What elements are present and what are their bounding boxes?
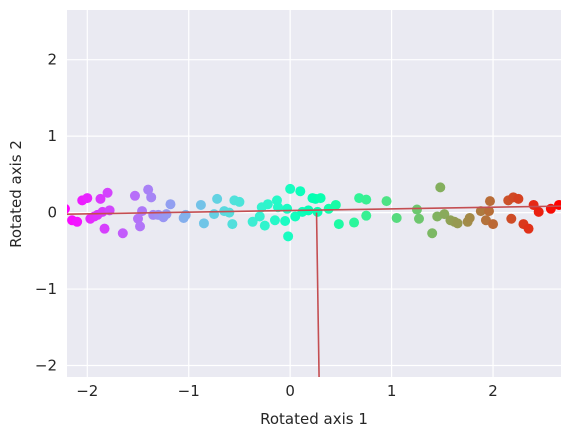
data-point: [234, 196, 245, 207]
data-point: [280, 216, 291, 227]
data-point: [528, 199, 539, 210]
x-tick-label: −2: [76, 382, 98, 400]
data-point: [67, 204, 70, 214]
data-point: [165, 199, 176, 210]
y-tick-label: −1: [35, 280, 57, 298]
x-tick-label: 0: [285, 382, 295, 400]
tick-labels: −2 −1 0 1 2 −2 −1 0 1 2: [35, 51, 498, 400]
data-point: [212, 193, 223, 204]
data-point: [295, 186, 306, 197]
data-point: [413, 213, 424, 224]
data-point: [523, 223, 534, 234]
data-point: [506, 213, 517, 224]
data-point: [464, 212, 475, 223]
data-point: [290, 211, 301, 222]
data-point: [361, 194, 372, 205]
data-point: [135, 221, 146, 232]
y-tick-label: 2: [47, 51, 57, 69]
data-point: [553, 199, 561, 210]
data-points: [67, 182, 561, 242]
y-tick-label: 1: [47, 127, 57, 145]
data-point: [247, 216, 258, 227]
fit-line-vertical: [315, 212, 320, 377]
data-point: [259, 220, 270, 231]
data-point: [195, 199, 206, 210]
data-point: [262, 199, 273, 210]
data-point: [391, 212, 402, 223]
data-point: [282, 203, 293, 214]
data-point: [269, 215, 280, 226]
data-point: [312, 206, 323, 217]
data-point: [143, 184, 154, 195]
data-point: [198, 218, 209, 229]
data-point: [224, 207, 235, 218]
x-axis-label: Rotated axis 1: [260, 410, 368, 428]
data-point: [227, 219, 238, 230]
data-point: [102, 187, 113, 198]
data-point: [381, 196, 392, 207]
data-point: [533, 206, 544, 217]
data-point: [146, 192, 157, 203]
x-tick-label: 1: [387, 382, 397, 400]
data-point: [452, 218, 463, 229]
data-point: [95, 193, 106, 204]
data-point: [315, 193, 326, 204]
data-point: [439, 209, 450, 220]
data-point: [483, 206, 494, 217]
data-point: [435, 182, 446, 193]
data-point: [285, 183, 296, 194]
data-point: [82, 193, 93, 204]
data-point: [333, 219, 344, 230]
x-tick-label: 2: [488, 382, 498, 400]
data-point: [283, 231, 294, 242]
data-point: [161, 209, 172, 220]
fit-line-horizontal: [67, 205, 561, 215]
y-axis-label: Rotated axis 2: [7, 140, 25, 248]
data-point: [411, 204, 422, 215]
data-point: [475, 206, 486, 217]
data-point: [513, 193, 524, 204]
data-point: [129, 190, 140, 201]
data-point: [117, 228, 128, 239]
data-point: [209, 209, 220, 220]
y-tick-label: 0: [47, 204, 57, 222]
data-point: [349, 217, 360, 228]
overlay-lines: [67, 205, 561, 377]
data-point: [254, 211, 265, 222]
data-point: [272, 202, 283, 213]
data-point: [330, 199, 341, 210]
x-tick-label: −1: [178, 382, 200, 400]
data-point: [361, 210, 372, 221]
data-point: [137, 206, 148, 217]
y-tick-label: −2: [35, 357, 57, 375]
data-point: [99, 223, 110, 234]
data-point: [72, 216, 83, 227]
data-point: [133, 213, 144, 224]
data-point: [488, 219, 499, 230]
data-point: [427, 228, 438, 239]
data-point: [484, 196, 495, 207]
